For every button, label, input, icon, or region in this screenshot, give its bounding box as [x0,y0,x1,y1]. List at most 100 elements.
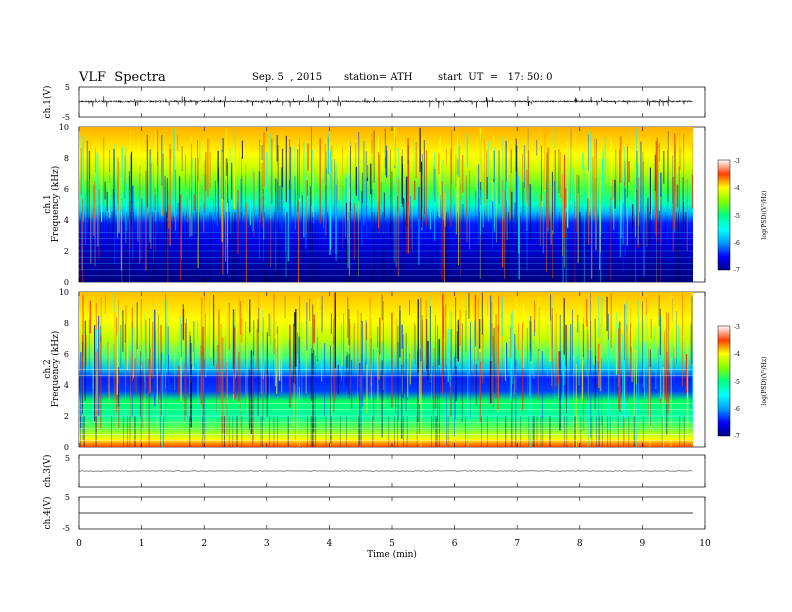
spectrogram-streak [192,352,194,370]
spectrogram-streak [619,136,622,183]
spectrogram-streak [403,416,404,447]
spectrogram-streak [643,342,646,398]
spectrogram-streak [563,298,565,356]
spectrogram-streak [125,146,127,244]
spectrogram-streak [437,212,438,283]
spectrogram-streak [349,318,351,395]
spectrogram-streak [403,135,404,166]
spectrogram-streak [493,182,496,232]
spectrogram-streak [397,416,398,447]
spectrogram-streak [541,145,542,201]
spectrogram-streak [640,141,642,232]
spectrogram-streak [582,323,584,358]
spectrogram-streak [277,416,278,447]
spectrogram-streak [80,148,82,195]
spectrogram-streak [489,361,492,404]
spectrogram-streak [338,148,340,201]
ch1-cb-tick-m7: -7 [734,267,740,274]
spectrogram-streak [94,325,96,422]
spectrogram-streak [665,212,666,283]
spectrogram-streak [624,168,626,230]
spectrogram-streak [577,193,579,263]
spectrogram-streak [262,317,264,417]
spectrogram-streak [624,160,626,186]
spectrogram-streak [333,319,334,344]
spectrogram-streak [420,298,422,386]
spectrogram-streak [449,350,451,418]
spectrogram-streak [591,193,593,279]
spectrogram-streak [199,212,200,283]
spectrogram-streak [450,148,452,227]
spectrogram-streak [136,302,138,350]
spectrogram-streak [217,212,218,283]
spectrogram-streak [518,323,519,351]
spectrogram-streak [692,142,693,185]
spectrogram-streak [454,203,455,232]
spectrogram-streak [126,212,127,283]
spectrogram-streak [317,299,319,315]
spectrogram-streak [85,193,87,245]
spectrogram-streak [509,327,512,358]
spectrogram-streak [270,132,272,219]
spectrogram-streak [410,196,412,229]
spectrogram-streak [573,354,575,447]
spectrogram-streak [246,344,248,415]
spectrogram-streak [477,298,479,361]
spectrogram-streak [117,204,118,238]
spectrogram-streak [269,353,270,447]
spectrogram-streak [409,299,410,315]
spectrogram-streak [250,350,252,434]
spectrogram-streak [311,149,313,191]
ch1-ytick-0: 0 [64,278,69,287]
spectrogram-streak [350,145,351,212]
spectrogram-streak [384,356,386,408]
spectrogram-streak [515,345,516,364]
ch1-ytick-bottom: -5 [62,113,70,122]
x-tick-label-7: 7 [514,539,520,549]
spectrogram-streak [298,336,300,387]
spectrogram-streak [287,416,289,447]
spectrogram-streak [555,313,557,387]
spectrogram-streak [522,322,524,411]
spectrogram-streak [134,416,135,447]
spectrogram-streak [678,212,679,283]
spectrogram-streak [574,133,576,219]
spectrogram-streak [134,358,136,392]
spectrogram-streak [209,298,211,349]
spectrogram-streak [566,325,567,414]
spectrogram-streak [111,416,112,447]
spectrogram-streak [441,181,443,280]
spectrogram-streak [265,152,267,202]
spectrogram-streak [649,212,651,283]
spectrogram-streak [347,296,349,338]
ch1-spectrogram-panel: ch.1 Frequency (kHz) 0 2 4 6 8 10 [43,123,706,287]
spectrogram-streak [683,416,685,447]
spectrogram-streak [451,311,453,396]
spectrogram-streak [130,351,131,436]
spectrogram-streak [136,340,137,397]
spectrogram-streak [564,416,565,447]
spectrogram-streak [565,188,567,208]
spectrogram-streak [284,295,286,319]
spectrogram-streak [96,416,97,447]
spectrogram-streak [306,302,308,351]
spectrogram-streak [475,187,477,280]
spectrogram-streak [659,161,661,211]
spectrogram-streak [354,203,355,260]
ch1-ytick-top: 5 [65,83,70,92]
spectrogram-streak [361,320,363,407]
spectrogram-streak [307,416,308,447]
spectrogram-streak [437,325,438,422]
spectrogram-streak [372,416,373,447]
spectrogram-streak [526,169,528,203]
spectrogram-streak [618,328,619,410]
spectrogram-streak [311,127,312,206]
spectrogram-streak [184,363,185,422]
spectrogram-streak [486,177,488,200]
spectrogram-streak [483,333,485,349]
spectrogram-streak [355,166,357,196]
spectrogram-streak [165,293,166,388]
spectrogram-streak [394,127,396,166]
spectrogram-streak [492,201,494,249]
spectrogram-streak [510,149,512,174]
